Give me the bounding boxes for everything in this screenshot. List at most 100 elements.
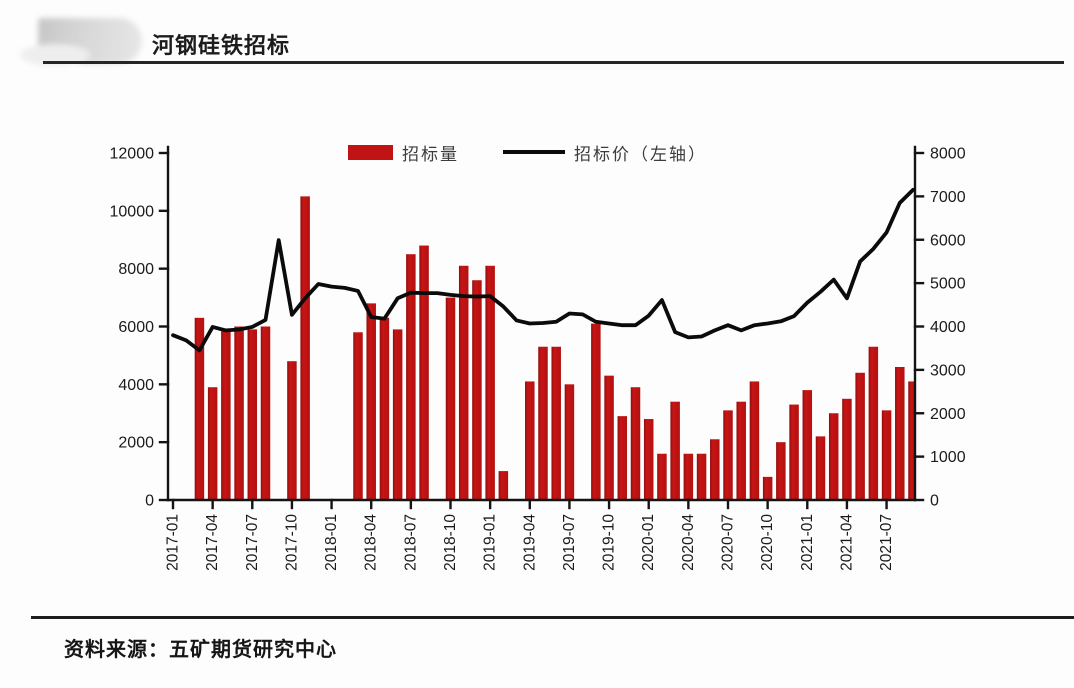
bar-2019-10 — [604, 375, 614, 500]
bar-2020-06 — [710, 439, 720, 500]
bar-2019-06 — [551, 346, 561, 500]
bar-2017-08 — [260, 326, 271, 500]
x-tick-label: 2019-10 — [601, 514, 618, 571]
x-tick-label: 2021-04 — [838, 514, 855, 571]
bar-2018-05 — [379, 317, 390, 500]
bar-2021-06 — [868, 346, 879, 500]
bar-2018-03 — [353, 332, 363, 500]
x-tick-label: 2019-07 — [561, 514, 578, 571]
bar-2017-11 — [300, 196, 310, 500]
bar-2018-07 — [406, 254, 416, 500]
footer-divider — [31, 616, 1074, 619]
bar-2020-05 — [696, 453, 707, 500]
header-divider — [43, 61, 1064, 64]
bar-2017-03 — [194, 317, 205, 500]
bar-2019-11 — [617, 416, 628, 500]
right-tick-label: 0 — [930, 493, 939, 510]
x-tick-label: 2017-07 — [244, 514, 261, 571]
legend-label-volume: 招标量 — [402, 144, 459, 164]
bar-2021-05 — [855, 372, 865, 500]
price-line — [171, 187, 915, 353]
bar-2020-10 — [762, 476, 773, 500]
x-tick-label: 2020-07 — [720, 514, 737, 571]
volume-swatch-icon — [348, 144, 393, 160]
bar-2018-10 — [445, 297, 456, 500]
left-tick-label: 2000 — [118, 435, 154, 452]
left-tick-label: 4000 — [118, 377, 154, 394]
axes — [158, 145, 925, 510]
left-tick-label: 8000 — [118, 261, 154, 278]
legend-item-price: 招标价（左轴） — [503, 140, 707, 165]
right-tick-label: 5000 — [930, 276, 966, 293]
source-text: 资料来源：五矿期货研究中心 — [64, 639, 337, 661]
left-tick-label: 0 — [145, 493, 154, 510]
bar-2021-04 — [842, 398, 852, 500]
bar-2018-06 — [392, 329, 403, 500]
bar-2019-01 — [485, 265, 495, 500]
x-tick-label: 2017-01 — [165, 514, 182, 571]
bar-2020-12 — [789, 404, 799, 500]
bar-2019-09 — [591, 323, 601, 500]
bar-2019-04 — [525, 381, 535, 500]
bar-2020-11 — [776, 442, 786, 500]
left-tick-label: 12000 — [110, 146, 155, 163]
bar-2021-01 — [802, 390, 813, 500]
right-tick-label: 8000 — [930, 146, 966, 163]
x-tick-label: 2018-01 — [323, 514, 340, 571]
header: 河钢硅铁招标 — [0, 0, 1074, 66]
bar-2018-04 — [366, 303, 376, 500]
bar-2018-11 — [458, 265, 469, 500]
bar-2017-10 — [287, 361, 297, 500]
bar-2021-09 — [908, 381, 915, 500]
bar-2017-07 — [247, 329, 258, 500]
bar-2021-03 — [828, 413, 839, 500]
bar-2020-04 — [683, 453, 694, 500]
x-tick-label: 2018-10 — [442, 514, 459, 571]
bar-2020-01 — [643, 419, 654, 500]
x-tick-label: 2020-01 — [640, 514, 657, 571]
right-tick-label: 4000 — [930, 319, 966, 336]
bar-2017-06 — [234, 326, 244, 500]
x-tick-label: 2017-10 — [283, 514, 300, 571]
bar-2020-07 — [723, 410, 733, 500]
right-tick-label: 6000 — [930, 232, 966, 249]
x-tick-label: 2020-04 — [680, 514, 697, 571]
bar-2020-08 — [736, 401, 746, 500]
bar-2020-03 — [670, 401, 680, 500]
legend-label-price: 招标价（左轴） — [574, 144, 707, 164]
right-tick-label: 1000 — [930, 449, 966, 466]
left-tick-label: 6000 — [118, 319, 154, 336]
x-tick-label: 2021-01 — [799, 514, 816, 571]
bar-2020-02 — [657, 453, 667, 500]
bar-2017-05 — [221, 329, 231, 500]
right-tick-label: 3000 — [930, 362, 966, 379]
legend-item-volume: 招标量 — [348, 140, 459, 165]
price-line-swatch-icon — [503, 150, 565, 154]
x-tick-label: 2019-01 — [482, 514, 499, 571]
x-tick-label: 2021-07 — [878, 514, 895, 571]
x-tick-label: 2018-04 — [363, 514, 380, 571]
axis-labels: 0 2000 4000 6000 8000 10000 12000 0 1000 2000 3000… — [110, 146, 966, 571]
volume-bars — [194, 196, 915, 500]
x-tick-label: 2020-10 — [759, 514, 776, 571]
left-tick-label: 10000 — [110, 203, 155, 220]
tender-chart: 0 2000 4000 6000 8000 10000 12000 0 1000 2000 3000… — [110, 145, 966, 571]
chart-legend: 招标量 招标价（左轴） — [348, 140, 707, 165]
x-tick-label: 2019-04 — [521, 514, 538, 571]
bar-2019-02 — [498, 471, 509, 500]
bar-2018-08 — [419, 245, 429, 500]
right-tick-label: 2000 — [930, 406, 966, 423]
bar-2019-12 — [630, 387, 641, 500]
bar-2017-04 — [207, 387, 218, 500]
bar-2019-07 — [564, 384, 575, 500]
x-tick-label: 2018-07 — [402, 514, 419, 571]
bar-2021-02 — [815, 436, 826, 500]
bar-2021-08 — [895, 366, 905, 500]
right-tick-label: 7000 — [930, 189, 966, 206]
bar-2018-12 — [472, 280, 482, 500]
bar-2020-09 — [749, 381, 760, 500]
page-title: 河钢硅铁招标 — [152, 33, 291, 58]
bar-2019-05 — [538, 346, 548, 500]
company-logo — [20, 18, 142, 66]
x-tick-label: 2017-04 — [204, 514, 221, 571]
